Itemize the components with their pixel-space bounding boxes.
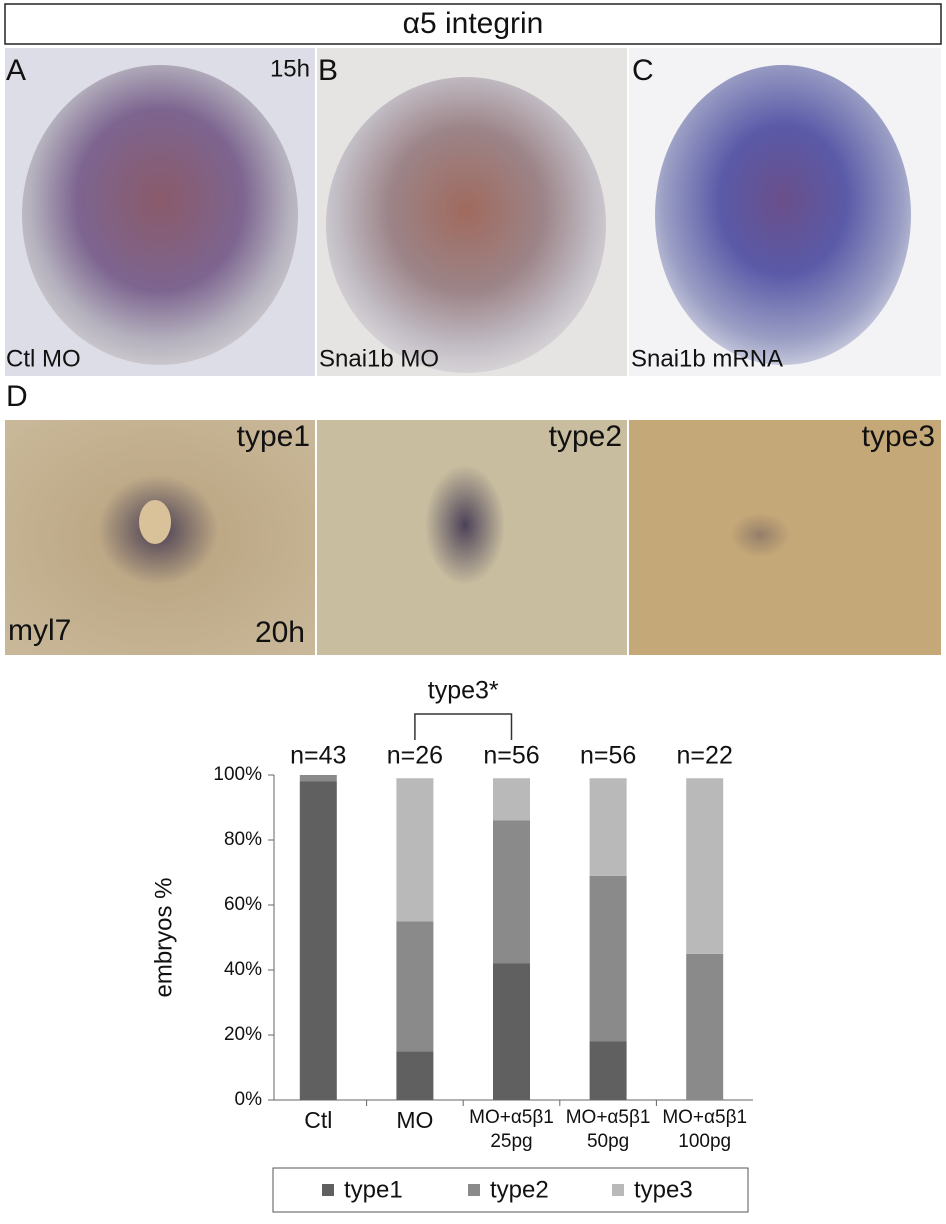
marker-label: myl7 (8, 614, 71, 647)
n-label: n=26 (387, 742, 443, 770)
n-label: n=22 (677, 742, 733, 770)
bar-segment (686, 778, 724, 954)
x-tick-label: MO (396, 1107, 433, 1133)
heart-center (139, 500, 171, 544)
bar-segment (589, 1041, 627, 1100)
time-label: 15h (270, 55, 310, 82)
bar-segment (493, 820, 530, 964)
y-axis-label: embryos % (150, 877, 177, 997)
bar-segment (493, 963, 530, 1100)
x-tick-label: Ctl (304, 1107, 332, 1133)
panel-letter: C (632, 54, 654, 87)
embryo-c (655, 65, 911, 365)
panel-caption: Ctl MO (6, 345, 81, 372)
n-label: n=43 (290, 742, 346, 770)
x-tick-label: MO+α5β1 (662, 1107, 747, 1128)
bar-segment (396, 921, 434, 1052)
time-label: 20h (255, 616, 305, 649)
bar-segment (589, 875, 627, 1042)
legend-label: type2 (490, 1176, 549, 1203)
legend-swatch (612, 1184, 624, 1196)
heart-stain (730, 513, 790, 557)
legend-swatch (322, 1184, 334, 1196)
bar-segment (299, 781, 337, 1100)
legend-swatch (468, 1184, 480, 1196)
type-label: type2 (549, 420, 622, 453)
panel-letter: B (318, 54, 338, 87)
x-tick-label: MO+α5β1 (469, 1107, 554, 1128)
y-tick-label: 40% (224, 959, 262, 980)
y-tick-label: 0% (235, 1089, 263, 1110)
type-label: type3 (862, 420, 935, 453)
bar-segment (589, 778, 627, 876)
bar-segment (493, 778, 530, 821)
n-label: n=56 (580, 742, 636, 770)
bar-segment (396, 778, 434, 922)
y-tick-label: 80% (224, 829, 262, 850)
y-tick-label: 20% (224, 1024, 262, 1045)
x-tick-label: 100pg (678, 1131, 731, 1152)
legend-label: type1 (344, 1176, 403, 1203)
panel-letter: A (6, 54, 26, 87)
bracket (414, 713, 513, 740)
n-label: n=56 (483, 742, 539, 770)
bar-segment (396, 1051, 434, 1100)
legend-box (272, 1167, 749, 1213)
x-tick-label: 50pg (587, 1131, 629, 1152)
header-box (4, 3, 942, 45)
bar-segment (299, 775, 337, 782)
legend-label: type3 (634, 1176, 693, 1203)
x-tick-label: MO+α5β1 (566, 1107, 651, 1128)
embryo-a (22, 65, 298, 365)
panel-letter: D (6, 380, 28, 413)
panel-caption: Snai1b MO (319, 345, 439, 372)
figure-title: α5 integrin (403, 7, 544, 40)
x-tick-label: 25pg (490, 1131, 532, 1152)
bracket-label: type3* (428, 677, 499, 705)
embryo-b (326, 77, 606, 373)
heart-stain (425, 465, 505, 585)
bar-segment (686, 953, 724, 1100)
y-tick-label: 100% (213, 764, 262, 785)
panel-caption: Snai1b mRNA (631, 345, 783, 372)
y-tick-label: 60% (224, 894, 262, 915)
type-label: type1 (237, 420, 310, 453)
